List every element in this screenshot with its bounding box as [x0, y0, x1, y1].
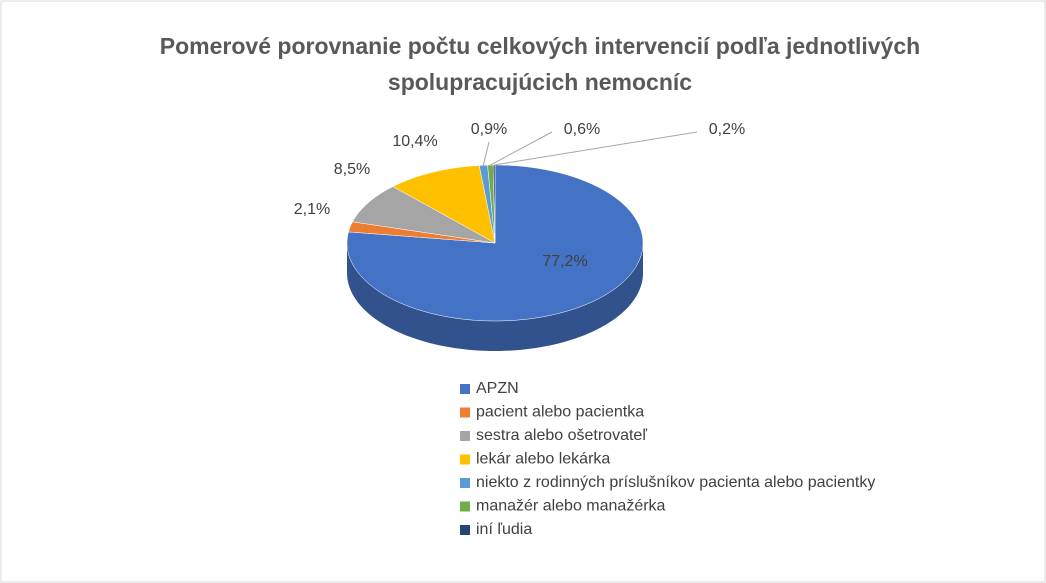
legend-label: niekto z rodinných príslušníkov pacienta…: [476, 474, 875, 491]
data-label: 2,1%: [294, 201, 330, 218]
pie-slice: [346, 164, 644, 322]
legend-swatch: [460, 454, 470, 465]
data-label: 0,6%: [564, 121, 600, 138]
legend-swatch: [460, 407, 470, 418]
chart-title: Pomerové porovnanie počtu celkových inte…: [159, 33, 921, 95]
leader-line: [490, 131, 553, 166]
leader-line: [482, 141, 490, 166]
legend-label: sestra alebo ošetrovateľ: [476, 427, 647, 444]
data-label: 10,4%: [392, 133, 437, 150]
legend-label: APZN: [476, 380, 519, 397]
legend-label: iní ľudia: [476, 521, 532, 538]
legend-swatch: [460, 384, 470, 394]
pie-slice: [392, 165, 496, 244]
legend-label: pacient alebo pacientka: [476, 404, 644, 421]
data-label: 0,2%: [709, 121, 745, 138]
legend-label: lekár alebo lekárka: [476, 451, 610, 468]
leader-line: [493, 131, 698, 166]
legend-label: manažér alebo manažérka: [476, 498, 666, 515]
legend-swatch: [460, 525, 470, 535]
legend-swatch: [460, 501, 470, 512]
data-label: 0,9%: [471, 121, 507, 138]
pie-slice-side: [347, 243, 643, 351]
legend-swatch: [460, 431, 470, 441]
pie-slice: [352, 186, 496, 244]
data-label: 8,5%: [334, 161, 370, 178]
data-label: 77,2%: [542, 253, 587, 270]
legend-swatch: [460, 478, 470, 488]
